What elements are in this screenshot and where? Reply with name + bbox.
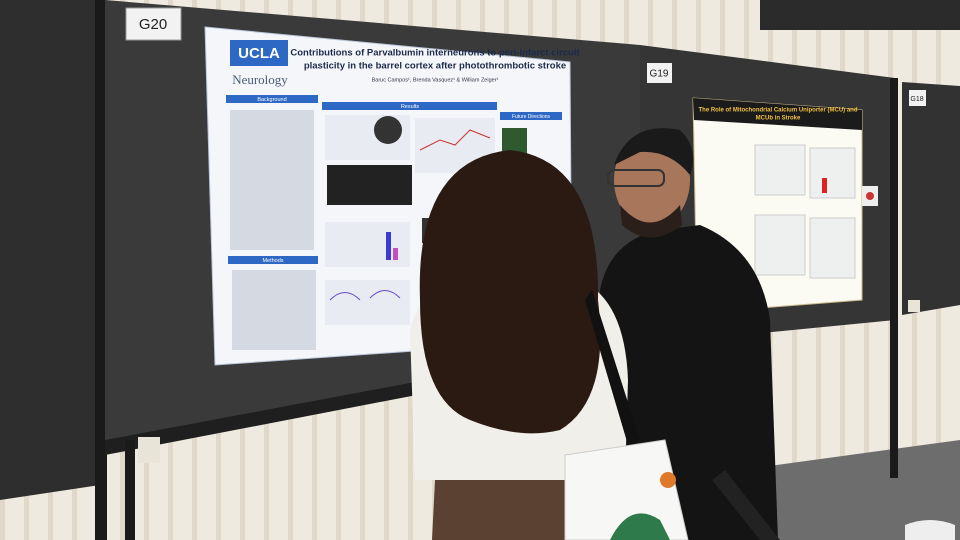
ceiling (760, 0, 960, 30)
booth-sign (909, 90, 926, 106)
shoe (905, 520, 955, 540)
woman-hair (419, 150, 601, 434)
section-title: Background (257, 97, 286, 103)
section-title: Future Directions (512, 114, 551, 120)
logo-box (230, 40, 288, 66)
bag-print (660, 472, 676, 488)
figure (754, 214, 806, 276)
poster-title: plasticity in the barrel cortex after ph… (304, 61, 566, 72)
figure (809, 147, 856, 199)
man-beard (620, 205, 682, 238)
booth-sign (647, 63, 672, 83)
tote-bag (564, 439, 689, 540)
figure-image (502, 128, 527, 154)
poster-title: MCUb in Stroke (756, 116, 801, 122)
booth-number: G18 (910, 96, 923, 103)
logo: UCLA (238, 45, 280, 62)
section-header (500, 112, 562, 120)
poster-header (693, 98, 862, 130)
booth-number: G19 (650, 69, 669, 80)
woman-skirt (432, 480, 575, 540)
figure-bar (393, 248, 398, 260)
board (902, 82, 960, 315)
bag-print (610, 513, 670, 540)
figure (809, 217, 856, 279)
figures (754, 144, 856, 279)
body-text (230, 110, 316, 350)
text-block (230, 110, 314, 250)
poster-title: Contributions of Parvalbumin interneuron… (290, 48, 580, 59)
poster-title: The Role of Mitochondrial Calcium Unipor… (699, 108, 858, 114)
section-header (322, 102, 497, 110)
section-title: Results (401, 104, 420, 110)
plot-line (419, 129, 491, 151)
plot-line (329, 290, 401, 301)
text-block (232, 270, 316, 350)
board-post (95, 0, 107, 540)
department: Neurology (232, 72, 288, 87)
cup (908, 300, 920, 312)
figures (325, 115, 527, 325)
figure (325, 222, 410, 267)
bag-strap (585, 290, 640, 445)
booth-sign (125, 7, 182, 41)
booth-number: G20 (139, 16, 167, 33)
section-title: Methods (262, 258, 283, 264)
figure-bar (822, 178, 827, 193)
board-post (890, 78, 898, 478)
poster-authors: Baruc Campos¹, Brenda Vasquez¹ & William… (372, 77, 499, 83)
bag-strap (712, 470, 780, 540)
cup (138, 437, 160, 463)
figure-bar (386, 232, 391, 260)
badge-icon (866, 192, 874, 200)
figure-image (374, 116, 402, 144)
carpet (720, 440, 960, 540)
figure-image (327, 165, 412, 205)
board-post (125, 440, 135, 540)
section-header (226, 95, 318, 103)
section-header (228, 256, 318, 264)
figure (325, 280, 410, 325)
man-hair (614, 128, 694, 175)
board (0, 0, 100, 500)
figure (754, 144, 806, 196)
glasses (607, 169, 665, 187)
